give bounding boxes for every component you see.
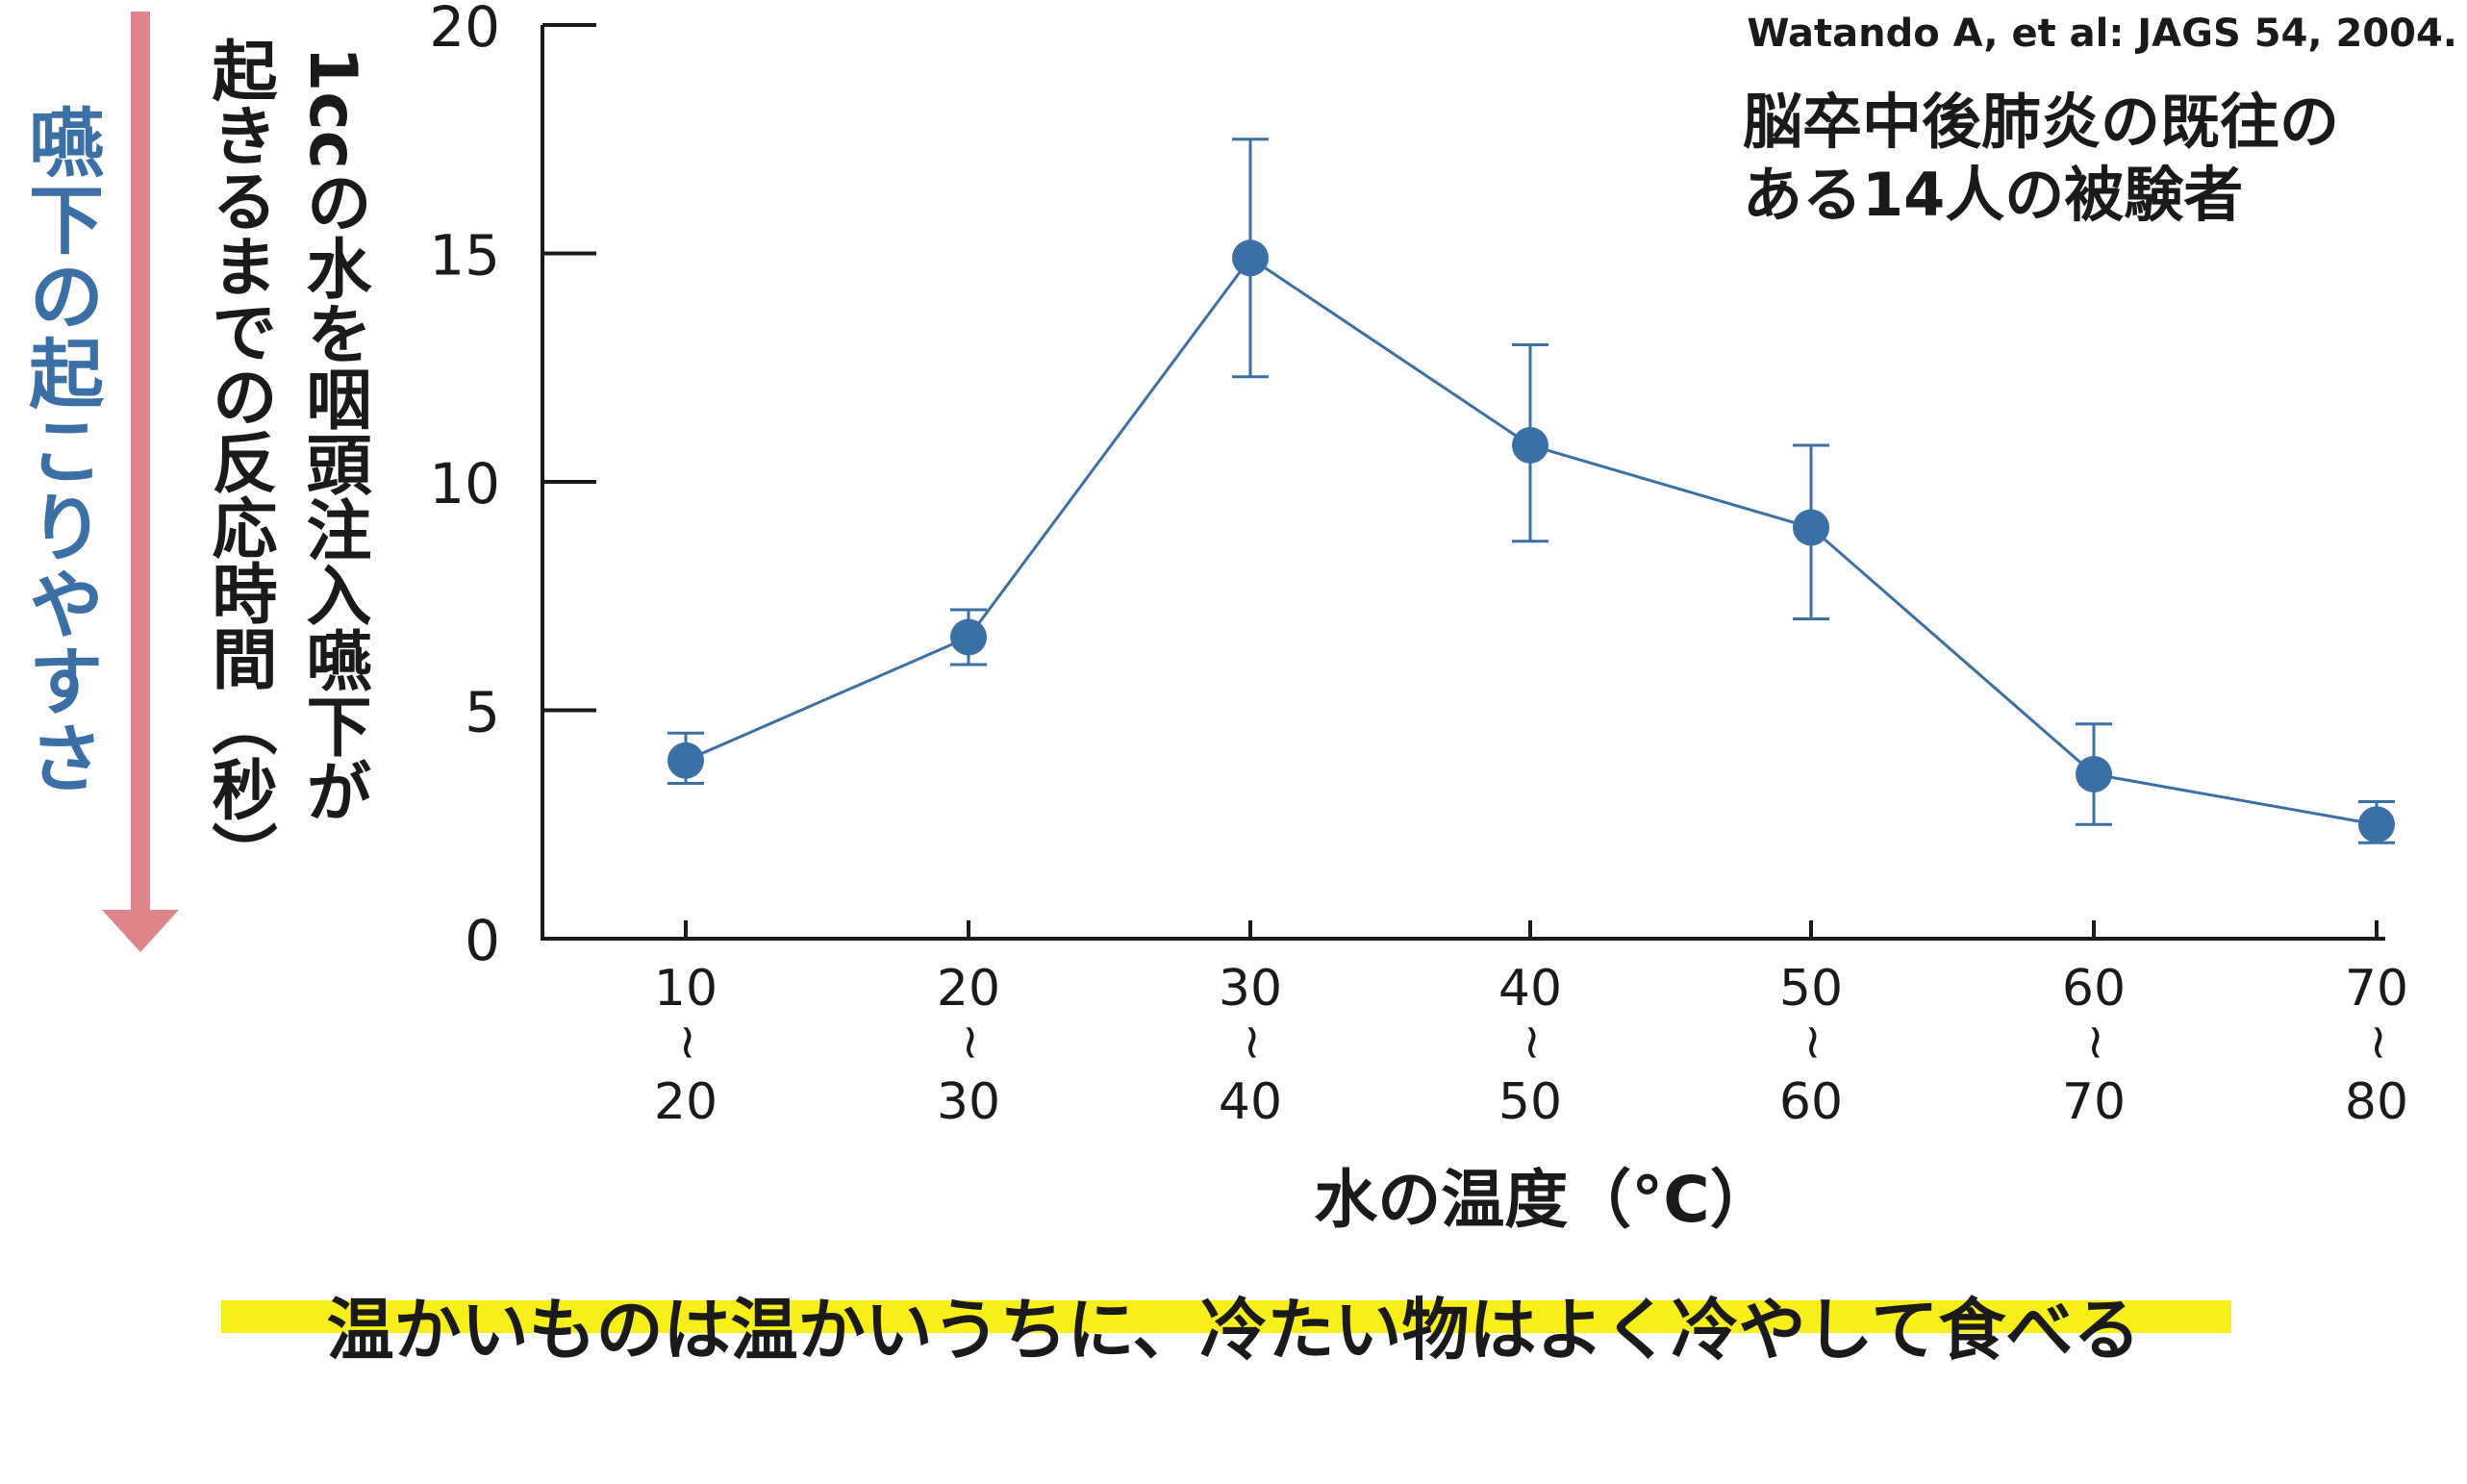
x-tick-label-separator: ~	[1225, 1022, 1281, 1063]
data-point	[667, 742, 704, 779]
x-tick-label-separator: ~	[661, 1022, 717, 1063]
y-tick-label: 0	[465, 908, 500, 973]
x-tick-label-top: 10	[654, 960, 717, 1018]
x-tick-label-separator: ~	[944, 1022, 999, 1063]
x-tick-label-top: 40	[1498, 960, 1562, 1018]
x-tick-label-bottom: 60	[1779, 1073, 1843, 1131]
x-tick-label-top: 30	[1219, 960, 1282, 1018]
x-tick-label-top: 60	[2062, 960, 2126, 1018]
x-tick-label-bottom: 40	[1219, 1073, 1282, 1131]
arrow-label: 嚥下の起こりやすさ	[16, 104, 103, 796]
x-tick-label-separator: ~	[1505, 1022, 1561, 1063]
subject-note-line-2: ある14人の被験者	[1743, 160, 2243, 230]
y-tick-label: 15	[429, 223, 500, 289]
x-tick-label-bottom: 50	[1498, 1073, 1562, 1131]
data-point	[1793, 509, 1829, 546]
x-tick-label-bottom: 20	[654, 1073, 717, 1131]
x-axis-label: 水の温度（°C）	[1314, 1163, 1773, 1237]
x-tick-label-top: 20	[937, 960, 1000, 1018]
x-tick-label-bottom: 80	[2345, 1073, 2408, 1131]
data-point	[1512, 427, 1548, 464]
data-point	[2358, 806, 2395, 843]
x-tick-label-separator: ~	[1786, 1022, 1842, 1063]
y-axis-label-line-2: 起きるまでの反応時間（秒）	[200, 37, 276, 887]
subject-note-line-1: 脳卒中後肺炎の既往の	[1743, 87, 2339, 157]
citation: Watando A, et al: JAGS 54, 2004.	[1747, 12, 2457, 56]
x-tick-label-top: 70	[2345, 960, 2408, 1018]
data-points	[667, 239, 2395, 843]
caption: 温かいものは温かいうちに、冷たい物はよく冷やして食べる	[326, 1291, 2141, 1370]
data-point	[2076, 756, 2112, 792]
y-tick-label: 20	[429, 0, 500, 60]
x-tick-label-separator: ~	[2069, 1022, 2125, 1063]
x-tick-label-bottom: 30	[937, 1073, 1000, 1131]
x-tick-label-top: 50	[1779, 960, 1843, 1018]
y-tick-label: 10	[429, 451, 500, 516]
data-point	[950, 618, 987, 656]
y-tick-label: 5	[465, 680, 500, 745]
caption-highlight	[221, 1300, 2231, 1333]
arrow-down-icon	[102, 12, 179, 952]
y-axis-label-line-1: 1ccの水を咽頭注入嚥下が	[294, 46, 370, 823]
x-tick-label-separator: ~	[2352, 1022, 2407, 1063]
data-point	[1232, 239, 1269, 277]
error-bars	[667, 138, 2395, 844]
y-ticks: 0 5 10 15 20	[429, 0, 596, 973]
x-tick-label-bottom: 70	[2062, 1073, 2126, 1131]
